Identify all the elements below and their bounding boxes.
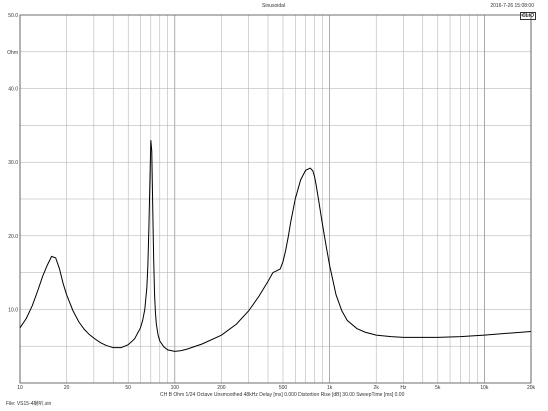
x-tick-label: 5k xyxy=(435,385,441,391)
x-tick-label: 2k xyxy=(374,385,380,391)
y-tick-label: Ohm xyxy=(7,50,18,56)
x-tick-label: 1k xyxy=(327,385,333,391)
x-tick-label: Hz xyxy=(400,385,407,391)
y-tick-label: 40.0 xyxy=(8,87,18,93)
y-tick-label: 10.0 xyxy=(8,307,18,313)
clio-logo: CLIO xyxy=(520,12,536,20)
impedance-series-line xyxy=(19,140,532,352)
x-tick-labels: 10 20 50 100 200 500 1k 2k Hz 5k 10k 20k xyxy=(17,385,535,391)
x-tick-label: 20k xyxy=(527,385,536,391)
y-tick-label: 30.0 xyxy=(8,160,18,166)
chart-title: Sinusoidal xyxy=(262,3,286,9)
x-tick-label: 50 xyxy=(125,385,131,391)
x-tick-label: 10 xyxy=(17,385,23,391)
x-tick-label: 200 xyxy=(217,385,226,391)
measurement-settings: CH B Ohm 1/24 Octave Unsmoothed 48kHz De… xyxy=(160,392,405,398)
x-tick-label: 20 xyxy=(64,385,70,391)
y-tick-labels: 50.0 Ohm 40.0 30.0 20.0 10.0 xyxy=(7,13,18,313)
x-tick-label: 500 xyxy=(279,385,288,391)
timestamp: 2016-7-26 15:08:00 xyxy=(490,3,534,9)
plot-frame xyxy=(19,14,532,384)
x-tick-label: 100 xyxy=(171,385,180,391)
y-tick-label: 20.0 xyxy=(8,234,18,240)
x-tick-label: 10k xyxy=(480,385,489,391)
file-name: File: VS15-4喇叭.sin xyxy=(6,401,52,407)
y-tick-label: 50.0 xyxy=(8,13,18,19)
grid-lines xyxy=(19,14,532,384)
